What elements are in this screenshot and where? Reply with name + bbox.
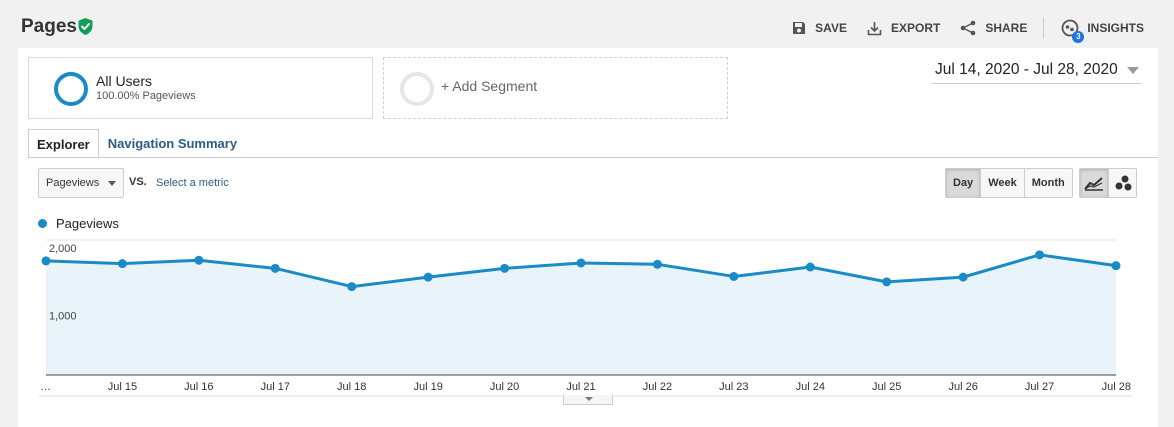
data-point-5 bbox=[423, 272, 433, 282]
x-tick-label-7: Jul 21 bbox=[566, 381, 595, 393]
legend-label-pageviews: Pageviews bbox=[56, 216, 119, 231]
x-tick-label-12: Jul 26 bbox=[948, 381, 977, 393]
data-point-3 bbox=[270, 263, 280, 273]
save-label: SAVE bbox=[815, 21, 847, 35]
x-tick-label-10: Jul 24 bbox=[796, 381, 825, 393]
y-tick-label-2000: 2,000 bbox=[49, 243, 77, 255]
metric-dropdown-value: Pageviews bbox=[46, 177, 100, 189]
area-fill-pageviews bbox=[46, 254, 1116, 375]
report-toolbar: SAVE EXPORT SHARE bbox=[772, 16, 1144, 43]
tab-navigation-summary[interactable]: Navigation Summary bbox=[107, 136, 238, 151]
add-segment-button[interactable]: + Add Segment bbox=[383, 57, 728, 119]
x-tick-label-3: Jul 17 bbox=[261, 381, 290, 393]
data-point-1 bbox=[117, 259, 127, 269]
insights-button[interactable]: 3 INSIGHTS bbox=[1060, 18, 1144, 43]
period-toggle: Day Week Month bbox=[945, 168, 1073, 198]
share-button[interactable]: SHARE bbox=[960, 20, 1027, 36]
export-icon bbox=[867, 21, 882, 35]
period-week-button[interactable]: Week bbox=[980, 169, 1024, 197]
data-point-12 bbox=[958, 272, 968, 282]
data-point-4 bbox=[347, 282, 357, 292]
insights-icon: 3 bbox=[1060, 18, 1085, 43]
motion-chart-icon bbox=[1115, 175, 1131, 191]
line-chart-button[interactable] bbox=[1080, 169, 1108, 197]
x-tick-label-2: Jul 16 bbox=[184, 381, 213, 393]
x-tick-label-11: Jul 25 bbox=[872, 381, 901, 393]
line-chart-icon bbox=[1084, 177, 1103, 191]
segment-all-users[interactable]: All Users 100.00% Pageviews bbox=[28, 57, 373, 119]
insights-count-badge: 3 bbox=[1072, 31, 1085, 43]
data-point-14 bbox=[1111, 261, 1121, 271]
data-point-7 bbox=[576, 258, 586, 268]
period-month-button[interactable]: Month bbox=[1023, 169, 1072, 197]
chart-type-toggle bbox=[1079, 168, 1137, 198]
period-day-button[interactable]: Day bbox=[946, 169, 981, 197]
x-tick-label-0: … bbox=[40, 381, 51, 393]
data-point-10 bbox=[805, 262, 815, 272]
date-range-text: Jul 14, 2020 - Jul 28, 2020 bbox=[935, 61, 1118, 78]
x-tick-label-9: Jul 23 bbox=[719, 381, 748, 393]
report-tabs: Explorer Navigation Summary bbox=[28, 129, 245, 158]
segment-detail: 100.00% Pageviews bbox=[96, 90, 196, 102]
insights-label: INSIGHTS bbox=[1087, 21, 1144, 35]
pageviews-area-chart: 2,000 1,000 … Jul 15 Jul 16 Jul 17 Jul 18 Jul 1… bbox=[39, 239, 1133, 397]
segment-ring-icon bbox=[54, 72, 88, 106]
add-segment-label: + Add Segment bbox=[441, 78, 538, 94]
shield-check-icon bbox=[77, 17, 94, 36]
report-panel: All Users 100.00% Pageviews + Add Segmen… bbox=[18, 48, 1158, 427]
export-button[interactable]: EXPORT bbox=[867, 21, 940, 36]
empty-segment-ring-icon bbox=[400, 72, 434, 106]
motion-chart-button[interactable] bbox=[1108, 169, 1136, 197]
select-metric-link[interactable]: Select a metric bbox=[156, 177, 229, 189]
date-range-picker[interactable]: Jul 14, 2020 - Jul 28, 2020 bbox=[932, 58, 1141, 84]
x-tick-label-13: Jul 27 bbox=[1025, 381, 1054, 393]
data-point-0 bbox=[41, 256, 51, 266]
caret-down-icon bbox=[108, 181, 116, 186]
legend-dot-pageviews bbox=[38, 219, 47, 228]
page-title: Pages bbox=[21, 16, 77, 37]
segment-name: All Users bbox=[96, 73, 153, 89]
x-tick-label-1: Jul 15 bbox=[108, 381, 137, 393]
x-tick-label-6: Jul 20 bbox=[490, 381, 519, 393]
report-header: Pages SAVE EXPORT bbox=[0, 0, 1174, 50]
data-point-9 bbox=[729, 271, 739, 281]
x-tick-label-5: Jul 19 bbox=[413, 381, 442, 393]
vs-label: VS. bbox=[129, 176, 147, 188]
share-label: SHARE bbox=[985, 21, 1028, 35]
x-tick-label-4: Jul 18 bbox=[337, 381, 366, 393]
metric-dropdown[interactable]: Pageviews bbox=[38, 168, 124, 198]
y-tick-label-1000: 1,000 bbox=[49, 311, 77, 323]
x-tick-label-14: Jul 28 bbox=[1102, 381, 1131, 393]
save-button[interactable]: SAVE bbox=[792, 21, 847, 35]
data-point-11 bbox=[882, 277, 892, 287]
tab-explorer[interactable]: Explorer bbox=[28, 129, 99, 158]
data-point-6 bbox=[500, 263, 510, 273]
caret-down-icon bbox=[585, 397, 593, 401]
export-label: EXPORT bbox=[890, 21, 941, 35]
save-icon bbox=[793, 22, 806, 34]
chart-resize-handle[interactable] bbox=[563, 395, 613, 405]
x-tick-label-8: Jul 22 bbox=[643, 381, 672, 393]
toolbar-divider bbox=[1043, 17, 1045, 39]
chart-legend: Pageviews bbox=[38, 216, 119, 231]
chevron-down-icon bbox=[1127, 67, 1139, 74]
share-icon bbox=[961, 20, 976, 36]
data-point-2 bbox=[194, 255, 204, 265]
data-point-8 bbox=[652, 259, 662, 269]
tabs-divider bbox=[28, 157, 1158, 158]
data-point-13 bbox=[1035, 250, 1045, 260]
